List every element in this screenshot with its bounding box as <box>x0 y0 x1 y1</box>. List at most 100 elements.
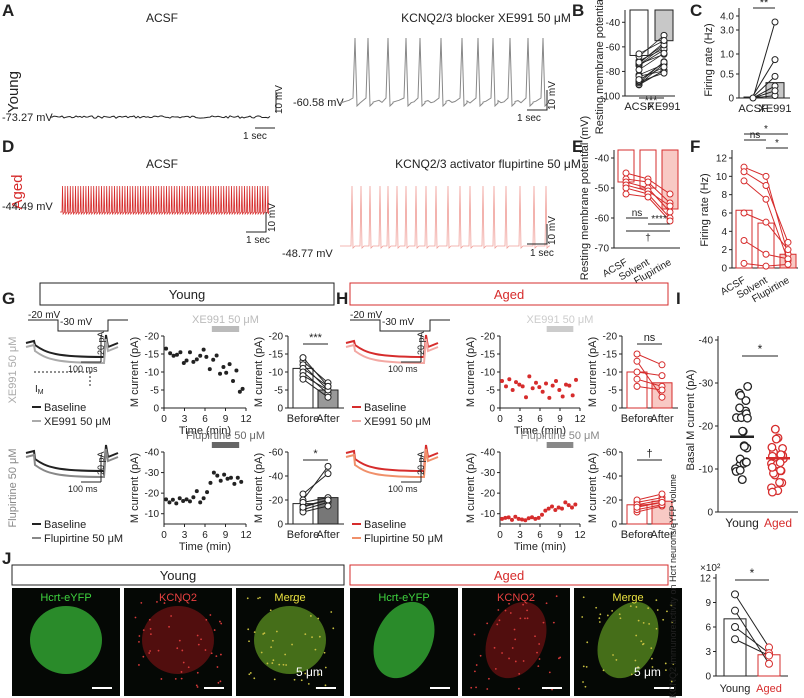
j-ytick-label: 3 <box>705 647 711 658</box>
puncta <box>213 629 216 631</box>
time-xtick-label: 12 <box>574 414 586 425</box>
time-xtick-label: 9 <box>223 414 229 425</box>
j-ytick-label: 6 <box>705 623 711 634</box>
puncta <box>524 617 526 620</box>
i-point <box>742 413 752 423</box>
time-point <box>534 380 538 385</box>
puncta <box>595 606 598 609</box>
puncta <box>205 618 208 621</box>
e-point <box>644 193 652 201</box>
ba-point <box>299 375 307 383</box>
puncta <box>501 652 503 654</box>
time-point <box>232 481 237 486</box>
time-ytick-label: -10 <box>145 368 160 379</box>
time-point <box>500 379 504 383</box>
puncta <box>196 686 199 688</box>
neuron-soma <box>142 606 214 674</box>
time-ytick-label: -20 <box>481 332 496 343</box>
b-point <box>635 66 643 74</box>
c-ylabel: Firing rate (Hz) <box>703 23 715 96</box>
ba-ytick-label: -5 <box>274 386 283 397</box>
time-ytick-label: -30 <box>481 468 496 479</box>
puncta <box>253 631 256 633</box>
ba-pair-line <box>302 473 329 495</box>
puncta <box>536 651 538 654</box>
puncta <box>522 603 525 606</box>
i-point <box>741 457 751 467</box>
puncta <box>271 662 274 664</box>
c-pair-line <box>752 21 776 99</box>
time-point <box>205 490 210 495</box>
ba-pair-line <box>636 497 663 503</box>
puncta <box>247 628 250 631</box>
puncta <box>509 612 512 614</box>
micrograph-label: Merge <box>274 592 305 604</box>
ba-pair-line <box>302 375 329 391</box>
time-ytick-label: -15 <box>481 350 496 361</box>
puncta <box>538 658 541 660</box>
time-point <box>187 350 192 355</box>
ba-point <box>299 503 307 511</box>
c-xtick-label: XE991 <box>758 103 791 115</box>
time-point <box>570 505 574 510</box>
ba-point <box>324 502 332 510</box>
drug-application-bar <box>546 326 574 332</box>
ba-xtick-label: After <box>316 413 340 425</box>
b-point <box>660 36 668 44</box>
time-xtick-label: 9 <box>557 530 563 541</box>
puncta <box>497 609 500 611</box>
ba-point <box>658 490 666 498</box>
c-point <box>771 72 779 80</box>
ba-ytick-label: -40 <box>603 472 618 483</box>
f-point <box>784 238 792 246</box>
b-point <box>660 49 668 57</box>
time-point <box>530 386 535 391</box>
c-ytick-label: 3.0 <box>720 26 734 37</box>
j-ytick-label: 0 <box>705 672 711 683</box>
h-current-traces: 20 pA 100 ms 20 pA 100 ms <box>345 331 439 494</box>
j-ytick-label: 12 <box>700 574 712 585</box>
time-point <box>222 472 227 477</box>
puncta <box>138 635 141 637</box>
puncta <box>585 665 588 668</box>
h-legend-drug1: XE991 50 μM <box>364 416 431 428</box>
puncta <box>602 669 605 672</box>
ba-pair-line <box>636 385 663 391</box>
ba-point <box>658 498 666 506</box>
puncta <box>582 665 585 668</box>
j-point <box>731 606 739 615</box>
scale-label-v-a2: 10 mV <box>547 81 558 110</box>
time-point <box>235 475 240 480</box>
scale-label-v-a1: 10 mV <box>274 85 285 114</box>
drug-application-bar <box>211 442 240 448</box>
puncta <box>634 659 637 662</box>
micrograph-label: KCNQ2 <box>497 592 535 604</box>
ba-ytick-label: -60 <box>603 448 618 459</box>
puncta <box>284 653 287 656</box>
drug-application-label: Flupirtine 50 μM <box>186 430 265 442</box>
puncta <box>140 601 143 604</box>
time-xtick-label: 12 <box>574 530 586 541</box>
ba-point <box>324 382 332 390</box>
time-point <box>167 500 172 505</box>
scale-label-ms: 100 ms <box>388 484 418 494</box>
puncta <box>642 622 645 624</box>
puncta <box>542 621 545 624</box>
time-ylabel: M current (pA) <box>129 337 141 407</box>
ba-point <box>324 462 332 470</box>
drug-application-label: Flupirtine 50 μM <box>520 430 599 442</box>
ba-xtick-label: Before <box>287 413 319 425</box>
time-point <box>207 367 212 372</box>
e-sig-stars: **** <box>651 214 667 225</box>
f-sig-star: * <box>764 124 768 135</box>
trace-young-xe991 <box>339 37 549 108</box>
g-header: Young <box>169 287 205 302</box>
puncta <box>640 640 643 643</box>
scale-bar-d1 <box>246 212 267 233</box>
puncta <box>655 599 658 602</box>
j-ylabel: KCNQ2 immunoreactivity on Hcrt neurons/e… <box>668 474 678 698</box>
scale-label-pa: 20 pA <box>96 331 106 355</box>
f-ytick-label: 6 <box>721 209 727 220</box>
time-ylabel: M current (pA) <box>465 453 477 523</box>
